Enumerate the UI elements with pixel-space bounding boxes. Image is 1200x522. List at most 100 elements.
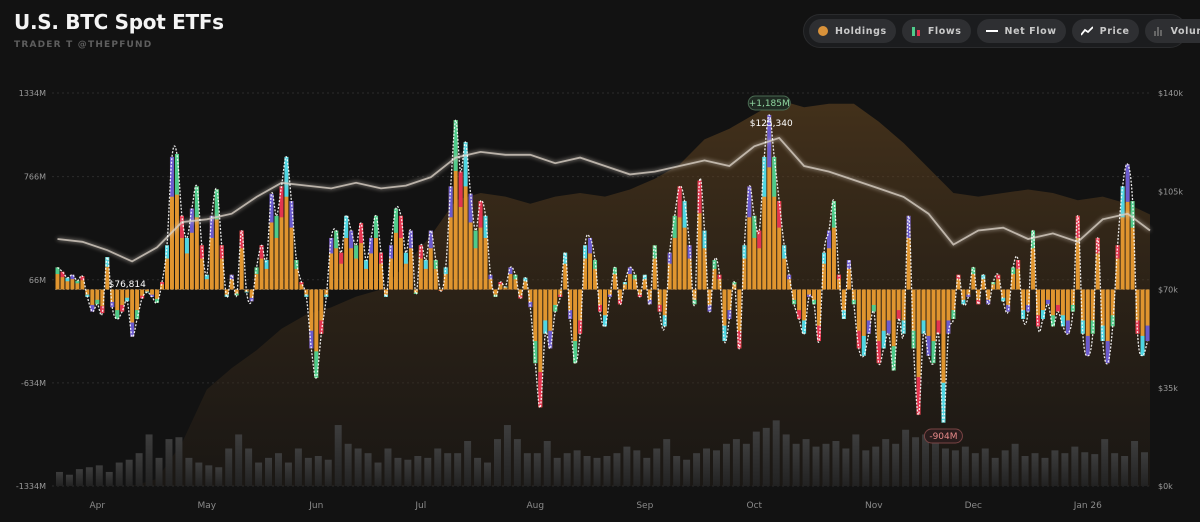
legend-toggle-volume[interactable]: Volume — [1144, 19, 1200, 43]
flow-bar-segment — [707, 304, 712, 312]
flow-bar-segment — [80, 276, 85, 281]
flow-bar — [259, 245, 264, 290]
flow-bar — [508, 267, 513, 290]
volume-bar — [1101, 439, 1109, 486]
flow-bar — [294, 260, 299, 290]
flow-bar — [792, 289, 797, 305]
volume-bar — [165, 439, 173, 486]
flow-bar — [712, 260, 717, 290]
flow-bar — [981, 274, 986, 290]
flow-bar-segment — [1031, 230, 1036, 249]
flow-bar-segment — [553, 304, 558, 312]
left-axis-tick: 1334M — [19, 89, 46, 98]
volume-bar — [523, 453, 531, 486]
flow-bar-segment — [742, 245, 747, 259]
flow-bar — [568, 289, 573, 319]
min-flow-label: -904M — [929, 432, 957, 442]
flow-bar — [1125, 164, 1130, 290]
flow-bar-segment — [966, 294, 971, 297]
flow-bar — [717, 274, 722, 290]
flow-bar-segment — [642, 274, 647, 280]
volume-bar — [583, 456, 591, 486]
flow-bar-segment — [896, 310, 901, 319]
volume-bar — [533, 453, 541, 486]
volume-bar — [95, 465, 103, 486]
flow-bar — [334, 230, 339, 290]
flow-bar-segment — [782, 245, 787, 259]
flow-bar-segment — [886, 320, 891, 334]
flow-bar — [488, 274, 493, 290]
legend-toggle-price[interactable]: Price — [1071, 19, 1139, 43]
flow-bar — [911, 289, 916, 349]
flow-bar-segment — [702, 230, 707, 249]
flow-bar — [384, 289, 388, 297]
flow-bar-segment — [1055, 304, 1060, 312]
flow-bar — [388, 245, 393, 290]
flow-bar-segment — [617, 299, 622, 305]
flow-bar-segment — [458, 171, 463, 208]
flow-bar-segment — [194, 186, 199, 218]
flow-bar-segment — [1140, 335, 1145, 356]
flow-bar — [513, 274, 518, 290]
flow-bar — [269, 193, 274, 290]
flow-bar — [374, 215, 379, 290]
flow-bar — [1055, 289, 1060, 312]
flow-bar-segment — [598, 304, 602, 312]
flow-bar — [274, 215, 279, 290]
flow-bar — [1031, 230, 1036, 290]
legend-toggle-holdings[interactable]: Holdings — [809, 19, 896, 43]
volume-bar — [513, 439, 521, 486]
x-axis-tick: May — [198, 501, 217, 511]
legend-toggle-net-flow[interactable]: Net Flow — [976, 19, 1066, 43]
flow-bar-segment — [777, 201, 782, 228]
flow-bar — [737, 289, 742, 349]
flow-bar — [289, 201, 294, 290]
volume-bar — [334, 425, 342, 486]
flow-bar-segment — [369, 237, 374, 254]
flow-bar-segment — [1095, 237, 1100, 254]
flow-bar-segment — [349, 230, 354, 249]
flow-bar-segment — [697, 180, 702, 214]
flow-bar-segment — [309, 330, 314, 349]
flow-bar-segment — [737, 330, 742, 349]
flow-bar — [518, 289, 523, 299]
flow-bar — [1001, 289, 1006, 302]
flow-bar — [657, 289, 662, 312]
volume-bar — [464, 441, 472, 486]
volume-bar — [832, 441, 840, 486]
flow-bar — [453, 120, 458, 290]
volume-bar — [85, 467, 93, 486]
volume-bar — [324, 459, 332, 486]
flow-bar — [851, 289, 856, 305]
left-axis-tick: 766M — [24, 173, 46, 182]
volume-bar — [1111, 453, 1119, 486]
volume-bar — [543, 441, 551, 486]
flow-bar-segment — [364, 260, 369, 269]
flow-bar-segment — [1105, 341, 1110, 364]
volume-bar — [892, 443, 900, 486]
net-flow-line — [57, 114, 1149, 424]
flow-bar — [443, 267, 448, 290]
legend-label: Flows — [927, 25, 962, 37]
volume-bar — [842, 448, 850, 486]
flow-bar — [70, 274, 75, 290]
flow-bar-segment — [941, 382, 946, 423]
flow-bar-segment — [1065, 320, 1070, 334]
flow-bar — [1135, 289, 1140, 334]
volume-bar — [185, 457, 193, 486]
flow-bar-segment — [219, 245, 224, 259]
volume-bar — [155, 457, 163, 486]
volume-bar — [902, 429, 910, 486]
flow-bar-segment — [174, 153, 179, 195]
volume-bar — [1121, 456, 1129, 486]
flow-bar — [667, 252, 672, 290]
flow-bar — [886, 289, 891, 334]
flow-bar — [135, 289, 140, 319]
flow-bar-segment — [652, 245, 657, 259]
volume-bar — [294, 448, 302, 486]
flow-bar — [931, 289, 936, 364]
flow-bar — [503, 286, 508, 290]
legend-toggle-flows[interactable]: Flows — [901, 19, 971, 43]
flow-bar-segment — [976, 299, 981, 305]
flow-bar-segment — [578, 320, 583, 334]
